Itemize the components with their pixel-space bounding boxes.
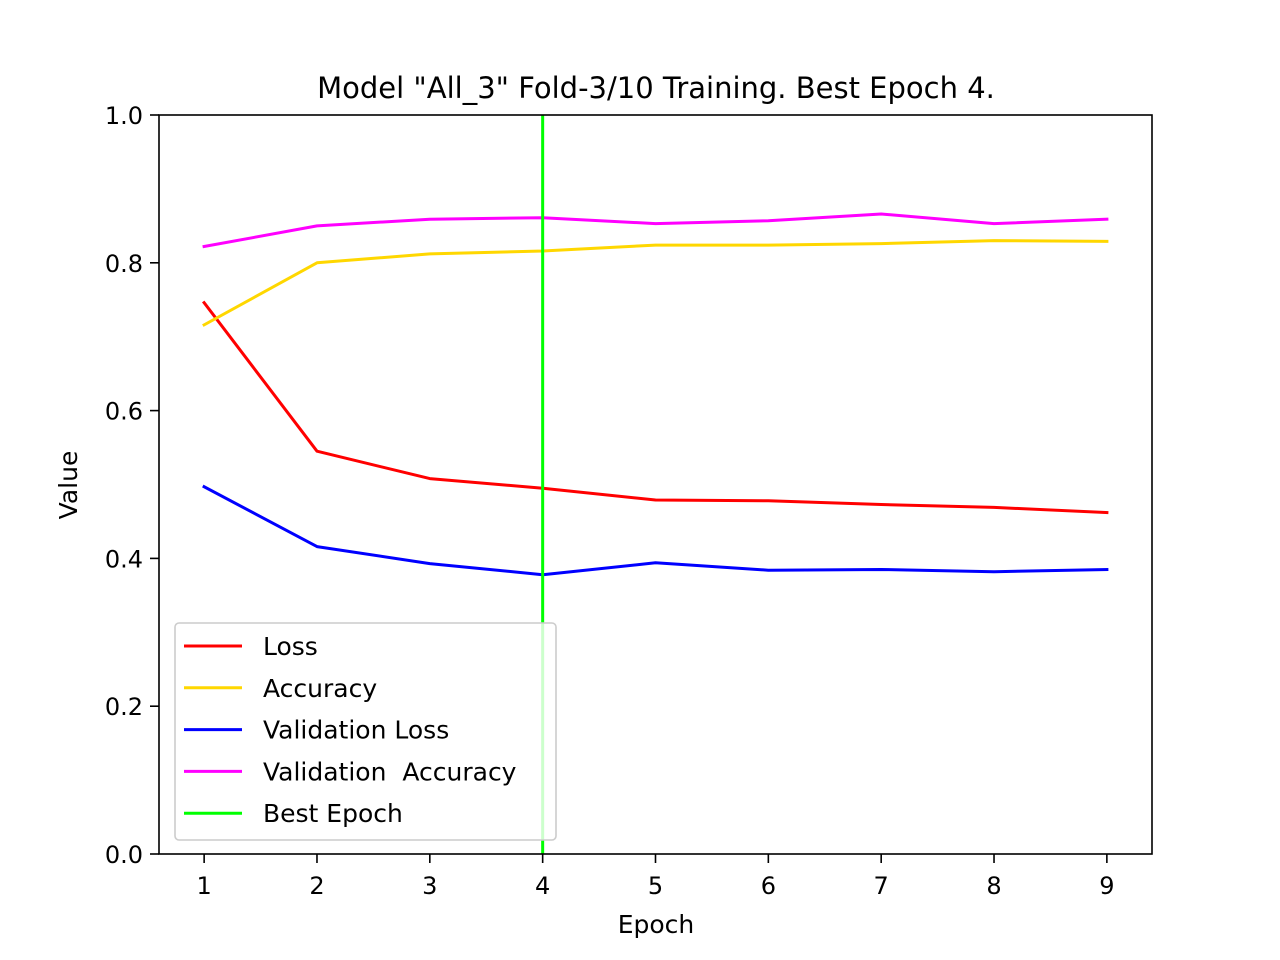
legend: Loss Accuracy Validation Loss Validation Ac… bbox=[174, 622, 557, 841]
y-tick-label: 0.4 bbox=[105, 545, 143, 573]
x-tick-label: 7 bbox=[874, 872, 889, 900]
plot-lines bbox=[201, 115, 1109, 854]
y-tick-label: 0.8 bbox=[105, 250, 143, 278]
x-tick-label: 8 bbox=[986, 872, 1001, 900]
x-tick-label: 5 bbox=[648, 872, 663, 900]
y-axis-label: Value bbox=[54, 451, 83, 520]
chart-title: Model "All_3" Fold-3/10 Training. Best E… bbox=[317, 71, 995, 105]
x-tick-label: 4 bbox=[535, 872, 550, 900]
series-line-accuracy bbox=[202, 239, 1109, 327]
legend-label-best-epoch: Best Epoch bbox=[263, 799, 403, 828]
y-axis: 0.0 0.2 0.4 0.6 0.8 1.0 bbox=[105, 102, 159, 869]
series-line-validation-loss bbox=[202, 484, 1109, 577]
legend-label-loss: Loss bbox=[263, 632, 318, 661]
legend-label-validation-loss: Validation Loss bbox=[263, 716, 449, 745]
legend-label-accuracy: Accuracy bbox=[263, 674, 377, 703]
y-tick-label: 0.2 bbox=[105, 693, 143, 721]
y-tick-label: 0.0 bbox=[105, 841, 143, 869]
legend-label-validation-accuracy: Validation Accuracy bbox=[263, 757, 517, 786]
y-tick-label: 0.6 bbox=[105, 398, 143, 426]
legend-box bbox=[174, 622, 557, 841]
x-tick-label: 3 bbox=[422, 872, 437, 900]
x-axis: 1 2 3 4 5 6 7 8 9 bbox=[196, 854, 1115, 900]
x-tick-label: 6 bbox=[761, 872, 776, 900]
x-tick-label: 9 bbox=[1099, 872, 1114, 900]
x-axis-label: Epoch bbox=[618, 910, 695, 939]
series-line-loss bbox=[201, 300, 1109, 515]
x-tick-label: 1 bbox=[196, 872, 211, 900]
series-line-validation-accuracy bbox=[202, 212, 1109, 249]
x-tick-label: 2 bbox=[309, 872, 324, 900]
y-tick-label: 1.0 bbox=[105, 102, 143, 130]
